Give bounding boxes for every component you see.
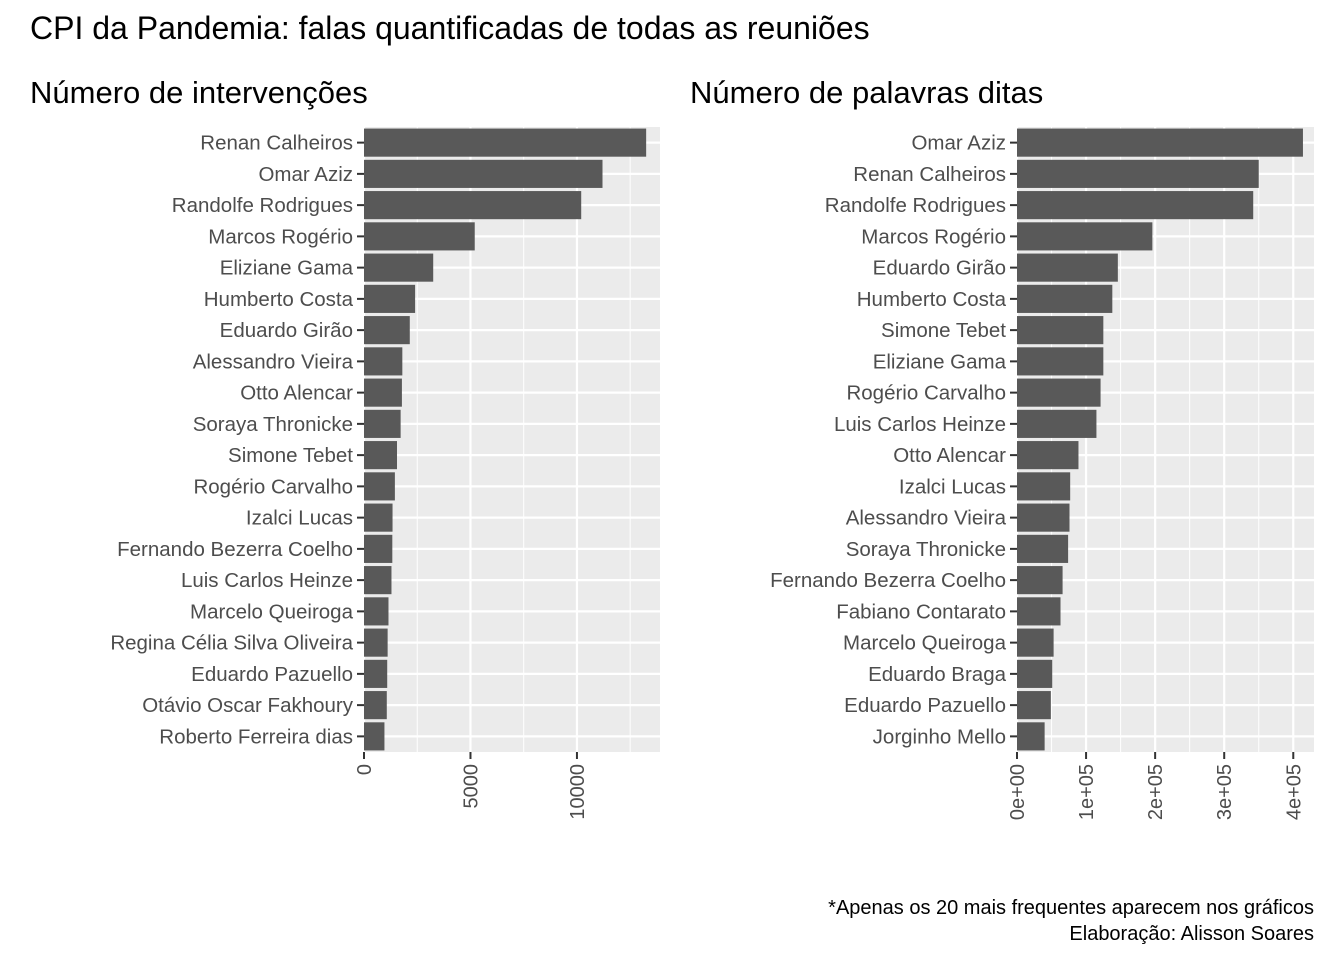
bar (364, 347, 403, 376)
category-label: Eliziane Gama (220, 257, 354, 280)
bar (1017, 284, 1113, 313)
category-label: Eduardo Pazuello (191, 663, 353, 686)
bar (1017, 503, 1070, 532)
category-label: Izalci Lucas (246, 507, 353, 530)
category-label: Soraya Thronicke (846, 538, 1006, 561)
bar (364, 503, 393, 532)
category-label: Izalci Lucas (899, 475, 1006, 498)
bar (1017, 722, 1045, 751)
category-label: Marcelo Queiroga (843, 632, 1007, 655)
category-label: Omar Aziz (911, 132, 1006, 155)
x-tick-label: 0e+00 (1007, 764, 1029, 820)
panel-title: Número de palavras ditas (690, 75, 1043, 110)
bar (1017, 159, 1259, 188)
bar (1017, 409, 1097, 438)
x-tick-label: 10000 (567, 764, 589, 820)
bar (1017, 472, 1071, 501)
category-label: Soraya Thronicke (193, 413, 353, 436)
category-label: Omar Aziz (258, 163, 353, 186)
bar (1017, 191, 1254, 220)
bar (1017, 597, 1061, 626)
category-label: Renan Calheiros (200, 132, 353, 155)
category-label: Otávio Oscar Fakhoury (142, 694, 354, 717)
bar (1017, 441, 1079, 470)
category-label: Renan Calheiros (853, 163, 1006, 186)
category-label: Fernando Bezerra Coelho (117, 538, 353, 561)
category-label: Eduardo Girão (873, 257, 1006, 280)
bar (1017, 347, 1104, 376)
bar (364, 722, 385, 751)
category-label: Eduardo Pazuello (844, 694, 1006, 717)
category-label: Fernando Bezerra Coelho (770, 569, 1006, 592)
category-label: Regina Célia Silva Oliveira (110, 632, 353, 655)
bar (364, 691, 387, 720)
category-label: Simone Tebet (228, 444, 353, 467)
panel-words: Número de palavras ditas Omar Aziz Renan C… (690, 75, 1314, 820)
category-label: Rogério Carvalho (846, 382, 1006, 405)
category-label: Eliziane Gama (873, 350, 1007, 373)
category-label: Rogério Carvalho (193, 475, 353, 498)
category-label: Roberto Ferreira dias (159, 725, 353, 748)
x-tick-label: 0 (354, 764, 376, 775)
panel-interventions: Número de intervenções Renan Calheiros Oma… (30, 75, 660, 820)
category-label: Randolfe Rodrigues (825, 194, 1006, 217)
bar (364, 159, 603, 188)
category-label: Marcelo Queiroga (190, 600, 354, 623)
bar (1017, 222, 1153, 251)
bar (1017, 316, 1104, 345)
category-label: Simone Tebet (881, 319, 1006, 342)
category-label: Alessandro Vieira (846, 507, 1007, 530)
category-label: Otto Alencar (240, 382, 353, 405)
panel-title: Número de intervenções (30, 75, 368, 110)
plot-background (1017, 127, 1314, 752)
bar (364, 534, 393, 563)
category-label: Alessandro Vieira (193, 350, 354, 373)
chart-title: CPI da Pandemia: falas quantificadas de … (30, 10, 870, 46)
bar (1017, 566, 1063, 595)
bar (1017, 659, 1053, 688)
bar (364, 566, 392, 595)
bar (364, 659, 388, 688)
bar (364, 316, 410, 345)
category-label: Eduardo Girão (220, 319, 353, 342)
category-label: Randolfe Rodrigues (172, 194, 353, 217)
category-label: Humberto Costa (857, 288, 1007, 311)
x-tick-label: 1e+05 (1076, 764, 1098, 820)
bar (364, 222, 475, 251)
bar (1017, 534, 1069, 563)
plot-background (364, 127, 660, 752)
bar (364, 191, 582, 220)
category-label: Luis Carlos Heinze (181, 569, 353, 592)
category-label: Luis Carlos Heinze (834, 413, 1006, 436)
x-tick-label: 5000 (460, 764, 482, 809)
bar (364, 409, 401, 438)
bar (364, 128, 647, 157)
bar (364, 597, 389, 626)
bar (1017, 253, 1118, 282)
bar (364, 284, 416, 313)
category-label: Fabiano Contarato (836, 600, 1006, 623)
x-tick-label: 2e+05 (1145, 764, 1167, 820)
bar (1017, 691, 1051, 720)
category-label: Jorginho Mello (873, 725, 1006, 748)
caption-note: *Apenas os 20 mais frequentes aparecem n… (828, 897, 1314, 919)
bar (364, 472, 395, 501)
bar (364, 253, 434, 282)
bar (364, 628, 388, 657)
category-label: Marcos Rogério (861, 225, 1006, 248)
bar (1017, 378, 1101, 407)
caption-author: Elaboração: Alisson Soares (1069, 923, 1314, 945)
category-label: Otto Alencar (893, 444, 1006, 467)
bar (1017, 628, 1054, 657)
bar (364, 378, 402, 407)
category-label: Marcos Rogério (208, 225, 353, 248)
category-label: Eduardo Braga (868, 663, 1007, 686)
category-label: Humberto Costa (204, 288, 354, 311)
bar (364, 441, 398, 470)
x-tick-label: 3e+05 (1214, 764, 1236, 820)
bar (1017, 128, 1303, 157)
x-tick-label: 4e+05 (1283, 764, 1305, 820)
